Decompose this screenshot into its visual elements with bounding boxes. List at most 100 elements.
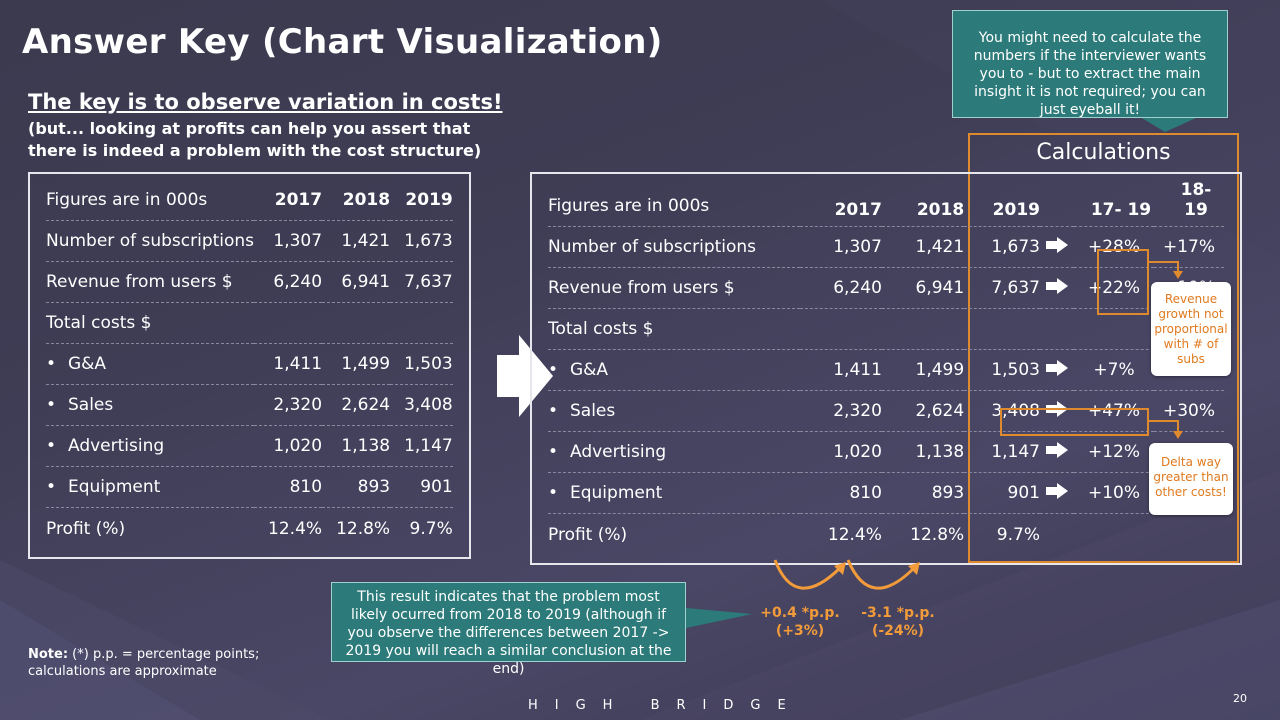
left-row-label: Advertising	[68, 436, 165, 456]
calc-value-cell: +28%	[1074, 227, 1154, 268]
small-right-arrow-icon	[1046, 482, 1068, 499]
profit-change-2018-2019: -3.1 *p.p. (-24%)	[848, 604, 948, 640]
left-value-cell: 6,941	[322, 262, 391, 303]
right-value-cell: 6,240	[799, 268, 882, 309]
left-value-cell: 12.8%	[336, 518, 391, 539]
page-number: 20	[1233, 692, 1247, 705]
left-value-cell	[322, 303, 391, 344]
left-value-cell: 1,503	[390, 344, 453, 385]
left-table-row: Total costs $	[46, 303, 453, 344]
left-row-label: Number of subscriptions	[46, 231, 255, 251]
right-row-label: Number of subscriptions	[548, 237, 757, 257]
right-value-cell	[964, 309, 1040, 350]
left-value-cell: 2,320	[254, 385, 323, 426]
profit-change-2018-2019-pp: -3.1 *p.p.	[861, 605, 935, 621]
left-table-row: Number of subscriptions 1,307 1,421 1,673	[46, 221, 453, 262]
bullet-icon: •	[548, 401, 559, 421]
left-value-cell: 12.4%	[268, 518, 323, 539]
right-value-cell: 1,411	[799, 350, 882, 391]
left-row-label: Equipment	[68, 477, 161, 497]
left-value-cell: 9.7%	[409, 518, 453, 539]
right-value-cell: 1,421	[881, 227, 965, 268]
brand-wordmark: HIGH BRIDGE	[528, 698, 803, 713]
right-table-row: Number of subscriptions 1,307 1,421 1,673 +2…	[548, 227, 1224, 268]
right-row-label-cell: Revenue from users $	[548, 268, 800, 309]
calculations-title: Calculations	[1036, 140, 1171, 165]
small-right-arrow-icon	[1046, 359, 1068, 376]
calc-value-cell: +7%	[1074, 350, 1154, 391]
left-row-label-cell: • Sales	[46, 385, 255, 426]
right-year-header: 2018	[881, 180, 965, 227]
right-row-label: Revenue from users $	[548, 278, 735, 298]
calc-value-cell	[1074, 514, 1154, 555]
callout-problem-period: This result indicates that the problem m…	[331, 582, 686, 677]
footnote-text: (*) p.p. = percentage points; calculatio…	[28, 647, 260, 679]
left-table-row: • Advertising 1,020 1,138 1,147	[46, 426, 453, 467]
subtitle-note: (but... looking at profits can help you …	[28, 119, 482, 160]
right-row-label-cell: Total costs $	[548, 309, 800, 350]
bullet-icon: •	[46, 477, 57, 497]
right-row-label: Sales	[570, 401, 616, 421]
left-header-row: Figures are in 000s 2017 2018 2019	[46, 180, 453, 221]
left-table-row: • Sales 2,320 2,624 3,408	[46, 385, 453, 426]
calc-arrow-cell	[1040, 268, 1074, 309]
left-row-label-cell: Profit (%)	[46, 508, 254, 549]
calc-arrow-cell	[1040, 432, 1074, 473]
note-sales-delta: Delta way greater than other costs!	[1149, 443, 1233, 515]
right-value-cell: 3,408	[964, 391, 1040, 432]
highlight-subs-revenue	[1097, 249, 1149, 315]
left-units-label: Figures are in 000s	[46, 180, 255, 221]
left-row-label: Revenue from users $	[46, 272, 233, 292]
left-year-header: 2019	[390, 180, 453, 221]
calc-value-cell: +47%	[1074, 391, 1154, 432]
right-row-label: Equipment	[570, 483, 663, 503]
calc-value-cell	[1154, 514, 1224, 555]
right-value-cell: 12.8%	[910, 524, 965, 545]
calc-value-cell: +22%	[1074, 268, 1154, 309]
profit-change-2017-2018-pp: +0.4 *p.p.	[760, 605, 840, 621]
left-table-row: • Equipment 810 893 901	[46, 467, 453, 508]
left-value-cell	[254, 303, 323, 344]
right-value-cell	[881, 309, 965, 350]
right-value-cell: 1,307	[799, 227, 882, 268]
right-value-cell: 1,503	[964, 350, 1040, 391]
right-value-cell: 2,624	[881, 391, 965, 432]
right-row-label: Profit (%)	[548, 524, 628, 545]
bullet-icon: •	[46, 354, 57, 374]
small-right-arrow-icon	[1046, 277, 1068, 294]
calc-header: 17- 19	[1074, 180, 1154, 227]
left-table-row: • G&A 1,411 1,499 1,503	[46, 344, 453, 385]
right-value-cell: 1,147	[964, 432, 1040, 473]
left-row-label-cell: • Equipment	[46, 467, 255, 508]
left-row-label: Total costs $	[46, 313, 152, 333]
left-value-cell: 1,421	[322, 221, 391, 262]
right-arrow-icon	[497, 335, 553, 417]
highlight-sales	[1000, 408, 1149, 436]
left-value-cell: 893	[322, 467, 391, 508]
footnote-label: Note:	[28, 647, 69, 662]
right-row-label-cell: • Sales	[548, 391, 800, 432]
bullet-icon: •	[46, 395, 57, 415]
right-table-row: Revenue from users $6,2406,9417,637+22%+…	[548, 268, 1224, 309]
calc-value-cell: +10%	[1074, 473, 1154, 514]
left-row-label: G&A	[68, 354, 107, 374]
left-value-cell: 1,307	[254, 221, 323, 262]
left-row-label: Sales	[68, 395, 114, 415]
left-year-header: 2017	[254, 180, 323, 221]
left-row-label-cell: • G&A	[46, 344, 255, 385]
right-table-row: Total costs $	[548, 309, 1224, 350]
left-value-cell: 1,411	[254, 344, 323, 385]
right-row-label-cell: Profit (%)	[548, 514, 800, 555]
right-value-cell: 6,941	[881, 268, 965, 309]
bullet-icon: •	[548, 442, 559, 462]
right-row-label: Advertising	[570, 442, 667, 462]
left-value-cell: 1,138	[322, 426, 391, 467]
right-value-cell: 1,673	[964, 227, 1040, 268]
left-value-cell	[390, 303, 453, 344]
left-value-cell: 1,499	[322, 344, 391, 385]
left-year-header: 2018	[322, 180, 391, 221]
calc-header: 18- 19	[1154, 180, 1224, 227]
calc-arrow-cell	[1040, 309, 1074, 350]
right-value-cell: 9.7%	[996, 524, 1040, 545]
